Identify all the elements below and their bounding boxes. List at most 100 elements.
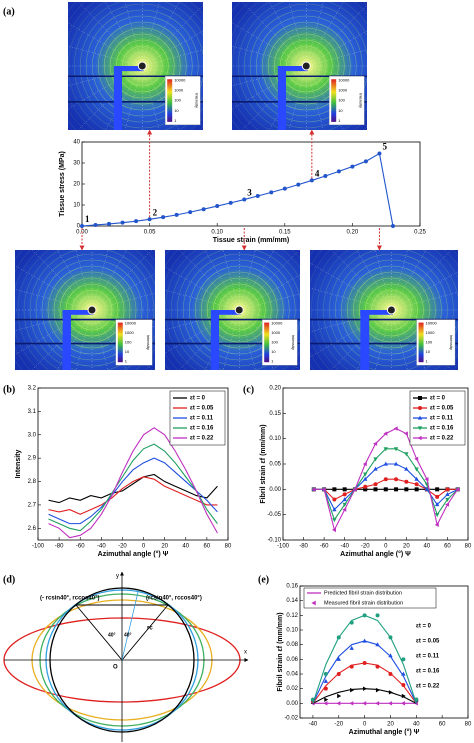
beam-center — [137, 61, 147, 71]
ring — [206, 277, 272, 343]
radial-line — [142, 30, 203, 67]
marker — [342, 497, 347, 502]
ring — [261, 21, 351, 111]
x-tick-label: 60 — [204, 544, 211, 550]
marker — [188, 210, 193, 215]
ring — [53, 271, 131, 349]
y-tick-label: 30 — [73, 161, 80, 167]
radial-line — [91, 250, 127, 311]
series-label: εt = 0.22 — [416, 684, 440, 690]
origin-label: O — [113, 665, 118, 671]
radial-line — [310, 309, 392, 333]
ring — [47, 265, 137, 355]
colorbar — [418, 322, 424, 363]
radial-line — [222, 309, 240, 370]
marker — [388, 653, 393, 658]
y-tick-label: 0.12 — [286, 613, 298, 619]
marker — [309, 178, 314, 183]
colorbar-label: Intensity — [358, 93, 363, 108]
marker — [336, 635, 341, 640]
x-tick-label: 0.10 — [211, 230, 223, 236]
marker — [418, 396, 422, 400]
marker — [373, 441, 378, 446]
radial-line — [239, 274, 300, 311]
x-axis-label: Tissue strain (mm/mm) — [213, 237, 290, 244]
series-label: εt = 0.16 — [416, 669, 440, 675]
y-axis-label: Tissue stress (MPa) — [59, 151, 66, 217]
radial-line — [222, 250, 240, 311]
radial-line — [232, 45, 307, 67]
ring — [323, 250, 458, 370]
marker — [435, 494, 440, 499]
x-tick-label: -60 — [320, 544, 329, 550]
y-tick-label: 0.00 — [286, 701, 298, 707]
beam-center — [386, 305, 396, 315]
marker — [296, 182, 301, 187]
radial-line — [124, 65, 143, 130]
colorbar-tick: 100 — [426, 339, 433, 344]
x-tick-label: 80 — [225, 544, 232, 550]
y-tick-label: -0.10 — [267, 538, 281, 544]
x-tick-label: 80 — [465, 722, 472, 728]
marker — [342, 502, 347, 507]
radial-line — [391, 271, 458, 311]
ring — [79, 3, 203, 129]
colorbar-tick: 100 — [125, 339, 132, 344]
radial-line — [204, 250, 240, 311]
radial-line — [356, 250, 392, 311]
panel-label: (e) — [258, 574, 269, 585]
radial-line — [15, 309, 93, 355]
radial-line — [239, 250, 275, 311]
y-tick-label: 0.08 — [286, 642, 298, 648]
radial-line — [391, 291, 458, 311]
marker — [424, 486, 430, 491]
colorbar-tick: 1 — [174, 118, 177, 123]
legend-label: εt = 0.22 — [190, 436, 214, 442]
marker — [323, 678, 329, 683]
ring — [243, 3, 367, 129]
marker — [393, 461, 399, 466]
ring — [29, 250, 155, 370]
marker — [373, 466, 378, 471]
marker — [417, 426, 423, 431]
marker — [350, 164, 355, 169]
ring — [237, 2, 367, 130]
ring — [347, 265, 436, 355]
radial-line — [232, 65, 307, 87]
marker — [352, 487, 357, 492]
marker — [377, 151, 382, 156]
marker — [332, 507, 337, 512]
marker — [401, 683, 406, 687]
y-tick-label: 0.15 — [269, 411, 281, 417]
colorbar-tick: 10000 — [426, 321, 438, 326]
colorbar-label: Intensity — [146, 335, 151, 350]
marker — [414, 476, 419, 481]
radial-line — [165, 266, 240, 311]
series-line — [48, 443, 218, 532]
ring — [165, 250, 300, 370]
ring — [182, 253, 296, 367]
radial-line — [105, 2, 143, 67]
diffraction-image: 10000 1000 100 10 1 Intensity — [165, 250, 300, 370]
marker — [161, 215, 166, 220]
marker — [434, 513, 440, 518]
marker — [414, 697, 419, 702]
marker — [414, 467, 419, 472]
marker — [383, 477, 388, 482]
colorbar — [167, 79, 173, 122]
marker — [401, 671, 406, 676]
point-label: (- rcsin40°, rccos40°) — [40, 596, 100, 602]
marker — [362, 461, 367, 467]
marker — [393, 447, 399, 452]
ring — [176, 250, 300, 370]
colorbar-tick: 10 — [426, 349, 431, 354]
ring — [188, 259, 290, 361]
y-tick-label: 0 — [77, 224, 81, 230]
ring — [232, 2, 367, 130]
marker — [228, 200, 233, 205]
marker — [390, 224, 395, 228]
ring — [273, 33, 339, 99]
radial-line — [310, 309, 392, 358]
diffraction-image: 10000 1000 100 10 1 Intensity — [232, 2, 367, 130]
point-label: 3 — [247, 188, 252, 198]
